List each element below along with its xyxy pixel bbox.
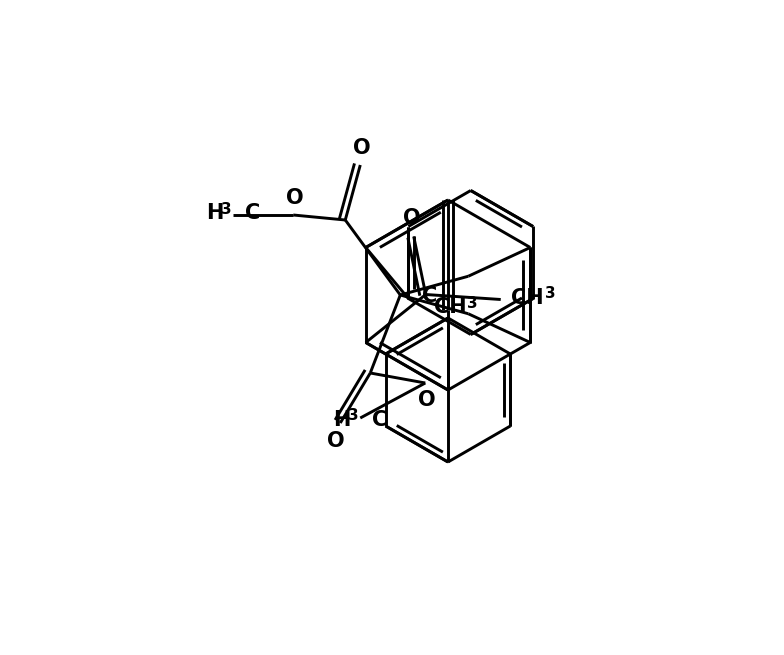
Text: O: O [354, 138, 371, 158]
Text: C: C [422, 286, 437, 307]
Text: 3: 3 [545, 286, 555, 301]
Text: C: C [372, 410, 387, 430]
Text: CH: CH [434, 297, 466, 317]
Text: H: H [333, 410, 350, 430]
Text: 3: 3 [220, 202, 231, 217]
Text: 3: 3 [466, 297, 477, 312]
Text: C: C [245, 203, 260, 223]
Text: O: O [403, 208, 420, 229]
Text: CH: CH [510, 288, 543, 307]
Text: 3: 3 [347, 407, 358, 422]
Text: O: O [328, 431, 345, 451]
Text: H: H [206, 203, 223, 223]
Text: O: O [419, 390, 436, 410]
Text: O: O [286, 188, 304, 208]
